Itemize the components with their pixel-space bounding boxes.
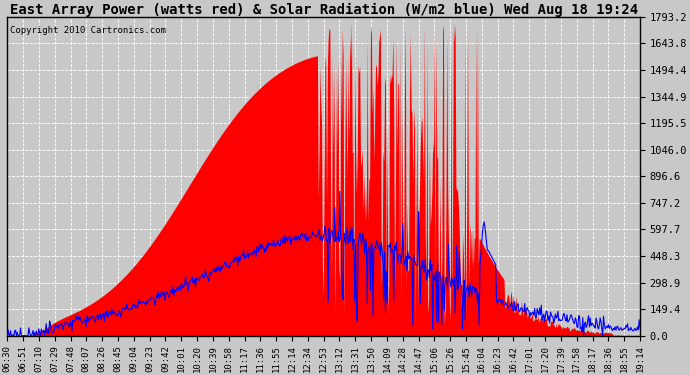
Title: East Array Power (watts red) & Solar Radiation (W/m2 blue) Wed Aug 18 19:24: East Array Power (watts red) & Solar Rad… [10,3,638,17]
Text: Copyright 2010 Cartronics.com: Copyright 2010 Cartronics.com [10,27,166,36]
